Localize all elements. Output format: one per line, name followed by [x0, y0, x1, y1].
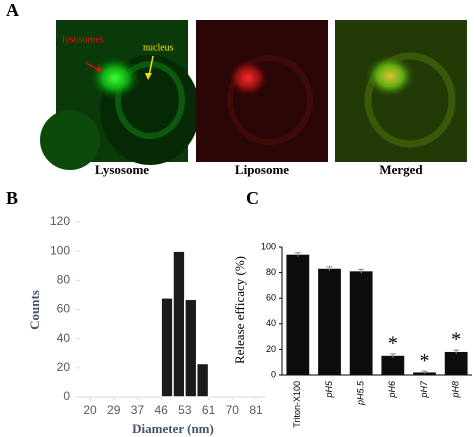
y-tick-label: 0 — [271, 369, 276, 379]
bar — [444, 351, 468, 375]
x-tick-label: 53 — [178, 403, 192, 417]
y-axis-label: Release efficacy (%) — [232, 256, 247, 364]
bar — [184, 298, 198, 398]
x-tick-label: 46 — [154, 403, 168, 417]
panel-letter: B — [6, 188, 18, 208]
image-caption: Liposome — [235, 162, 289, 177]
image-caption: Lysosome — [95, 162, 149, 177]
micrograph-liposome — [196, 20, 328, 162]
bar — [195, 362, 210, 398]
x-tick-label: Triton-X100 — [292, 381, 302, 428]
x-tick-label: pH5.5 — [356, 380, 366, 406]
x-tick-label: 61 — [202, 403, 216, 417]
y-tick-label: 20 — [266, 344, 276, 354]
y-tick-label: 60 — [266, 293, 276, 303]
x-axis-label: Diameter (nm) — [132, 421, 214, 436]
y-tick-label: 100 — [50, 243, 70, 257]
bar — [286, 254, 310, 375]
significance-mark: * — [420, 350, 430, 372]
x-tick-label: pH8 — [451, 381, 461, 399]
y-tick-label: 80 — [266, 267, 276, 277]
x-tick-label: pH5 — [324, 380, 334, 399]
y-tick-label: 20 — [57, 360, 71, 374]
x-tick-label: 29 — [107, 403, 121, 417]
bar — [160, 297, 174, 398]
y-tick-label: 60 — [57, 302, 71, 316]
y-tick-label: 80 — [57, 273, 71, 287]
micrograph-lysosome: lysosomes nucleus — [40, 20, 200, 170]
x-tick-label: pH7 — [419, 380, 429, 399]
panel-letter: A — [6, 0, 19, 20]
bar — [349, 271, 373, 375]
x-tick-label: 20 — [83, 403, 97, 417]
y-axis-label: Counts — [27, 290, 42, 330]
x-tick-label: 37 — [131, 403, 145, 417]
annotation: lysosomes — [62, 34, 104, 45]
y-tick-label: 0 — [63, 389, 70, 403]
panel-letter: C — [246, 188, 259, 208]
bar — [318, 268, 341, 375]
y-tick-label: 100 — [261, 241, 276, 251]
x-tick-label: 70 — [226, 403, 240, 417]
x-tick-label: 81 — [249, 403, 263, 417]
significance-mark: * — [388, 332, 398, 354]
bar — [381, 355, 405, 375]
y-tick-label: 120 — [50, 214, 70, 228]
y-tick-label: 40 — [57, 331, 71, 345]
micrograph-merged — [335, 20, 467, 162]
annotation: nucleus — [143, 42, 174, 53]
bar — [172, 250, 186, 398]
significance-mark: * — [451, 329, 461, 351]
image-caption: Merged — [379, 162, 423, 177]
y-tick-label: 40 — [266, 318, 276, 328]
x-tick-label: pH6 — [387, 381, 397, 399]
